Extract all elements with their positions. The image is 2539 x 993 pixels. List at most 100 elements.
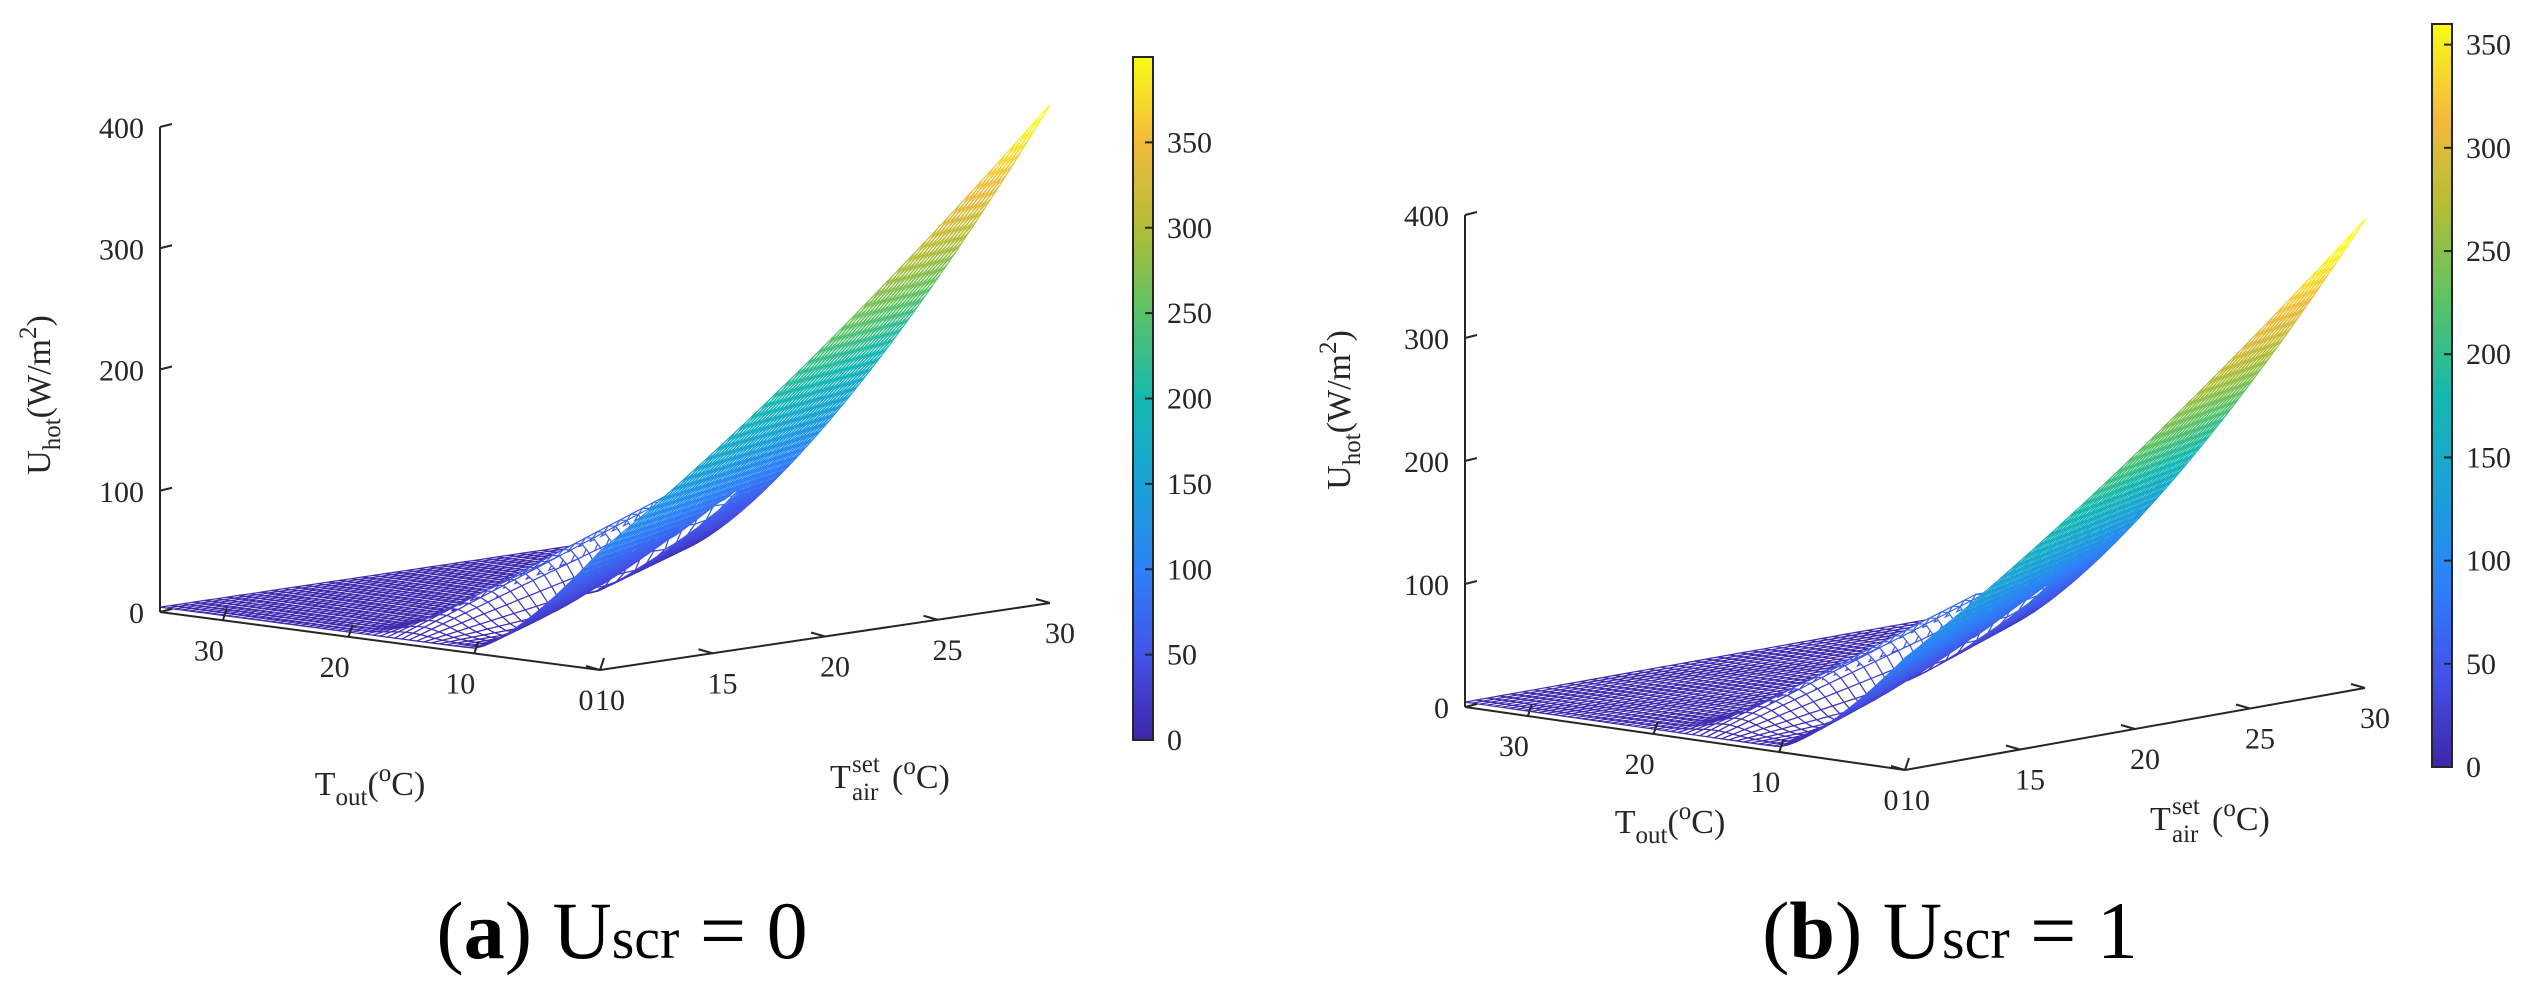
y-tick-mark — [698, 648, 713, 655]
z-label-rest: (W/m — [1321, 354, 1358, 433]
x-label-close: C) — [391, 766, 425, 803]
caption-rest: = 1 — [2010, 885, 2138, 976]
caption-variable: U — [1883, 885, 1942, 976]
x-label-rest: ( — [367, 766, 378, 803]
y-tick-label: 10 — [595, 684, 625, 717]
surface-mesh — [1464, 218, 2366, 748]
colorbar-tick-label: 300 — [2466, 132, 2511, 165]
z-label-sup: 2 — [15, 327, 42, 340]
panel-caption: (a) Uscr = 0 — [436, 885, 807, 976]
z-tick-label: 400 — [1404, 200, 1449, 233]
colorbar-tick-label: 0 — [2466, 751, 2481, 784]
z-tick-label: 300 — [99, 233, 144, 266]
surface-mesh — [159, 104, 1051, 649]
x-tick-label: 0 — [1884, 784, 1899, 817]
caption-sub: scr — [1942, 906, 2010, 971]
x-label-sup: o — [379, 760, 392, 787]
x-tick-label: 30 — [1499, 730, 1529, 763]
z-tick-mark — [1464, 580, 1478, 585]
z-tick-mark — [1464, 703, 1478, 708]
x-label-sub: out — [336, 784, 368, 811]
colorbar-tick-label: 150 — [1167, 468, 1212, 501]
z-label-rest: (W/m — [21, 339, 58, 418]
z-tick-label: 100 — [1404, 569, 1449, 602]
z-tick-label: 100 — [99, 476, 144, 509]
colorbar-tick-label: 50 — [1167, 639, 1197, 672]
caption-letter: b — [1789, 885, 1835, 976]
colorbar-tick-label: 250 — [2466, 235, 2511, 268]
y-tick-mark — [1035, 598, 1051, 604]
y-label-sub: air — [852, 779, 879, 806]
y-tick-mark — [810, 631, 826, 638]
y-label-sup2: o — [903, 753, 916, 780]
y-label-close: C) — [2236, 801, 2270, 838]
z-axis-label: Uhot(W/m2) — [15, 315, 66, 475]
x-tick-label: 10 — [1750, 766, 1780, 799]
z-label-base: U — [1321, 465, 1358, 490]
caption-sub: scr — [612, 906, 680, 971]
caption-variable: U — [553, 885, 612, 976]
caption-close: ) — [1835, 885, 1883, 976]
z-label-close: ) — [21, 315, 58, 326]
colorbar-gradient — [2432, 24, 2452, 767]
y-label-rest: ( — [892, 759, 903, 796]
x-label-rest: ( — [1667, 804, 1678, 841]
z-tick-mark — [1464, 457, 1478, 462]
x-tick-label: 0 — [579, 684, 594, 717]
colorbar-tick-label: 300 — [1167, 212, 1212, 245]
z-tick-label: 400 — [99, 112, 144, 145]
x-axis-label: Tout(oC) — [1615, 798, 1726, 849]
y-tick-label: 10 — [1900, 784, 1930, 817]
z-label-sub: hot — [39, 418, 66, 450]
z-tick-mark — [159, 486, 173, 492]
y-label-base: T — [2150, 801, 2171, 838]
x-label-sub: out — [1636, 822, 1668, 849]
z-axis-label: Uhot(W/m2) — [1315, 330, 1366, 490]
colorbar-tick-label: 200 — [1167, 383, 1212, 416]
x-tick-mark — [1904, 757, 1910, 771]
surface-cell — [2345, 218, 2366, 244]
y-tick-label: 20 — [820, 651, 850, 684]
caption-letter: a — [464, 885, 505, 976]
y-tick-label: 25 — [933, 634, 963, 667]
caption-close: ) — [505, 885, 553, 976]
z-label-sup: 2 — [1315, 342, 1342, 355]
x-tick-label: 10 — [445, 667, 475, 700]
y-tick-mark — [2350, 683, 2366, 689]
y-tick-mark — [2235, 703, 2251, 710]
y-tick-label: 15 — [708, 667, 738, 700]
colorbar-tick-label: 0 — [1167, 724, 1182, 757]
y-label-tail: (oC) — [892, 753, 950, 796]
z-tick-mark — [1464, 211, 1478, 216]
y-label-close: C) — [916, 759, 950, 796]
y-tick-label: 30 — [2360, 702, 2390, 735]
x-tick-label: 30 — [194, 634, 224, 667]
z-tick-mark — [159, 123, 173, 128]
z-tick-label: 200 — [99, 355, 144, 388]
y-label-sup2: o — [2223, 795, 2236, 822]
y-label-sub: air — [2172, 821, 2199, 848]
z-tick-label: 300 — [1404, 323, 1449, 356]
colorbar-tick-label: 100 — [2466, 545, 2511, 578]
y-label-rest: ( — [2212, 801, 2223, 838]
x-label-sup: o — [1679, 798, 1692, 825]
caption-rest: = 0 — [679, 885, 807, 976]
z-tick-label: 200 — [1404, 446, 1449, 479]
colorbar-tick-label: 150 — [2466, 441, 2511, 474]
colorbar-tick-label: 350 — [1167, 126, 1212, 159]
surface-cell — [1030, 104, 1051, 130]
z-label-sub: hot — [1339, 433, 1366, 465]
y-tick-label: 30 — [1045, 617, 1075, 650]
y-tick-label: 25 — [2245, 723, 2275, 756]
y-tick-mark — [2005, 744, 2021, 751]
y-tick-mark — [923, 614, 938, 621]
y-tick-label: 20 — [2130, 743, 2160, 776]
y-tick-label: 15 — [2015, 764, 2045, 797]
